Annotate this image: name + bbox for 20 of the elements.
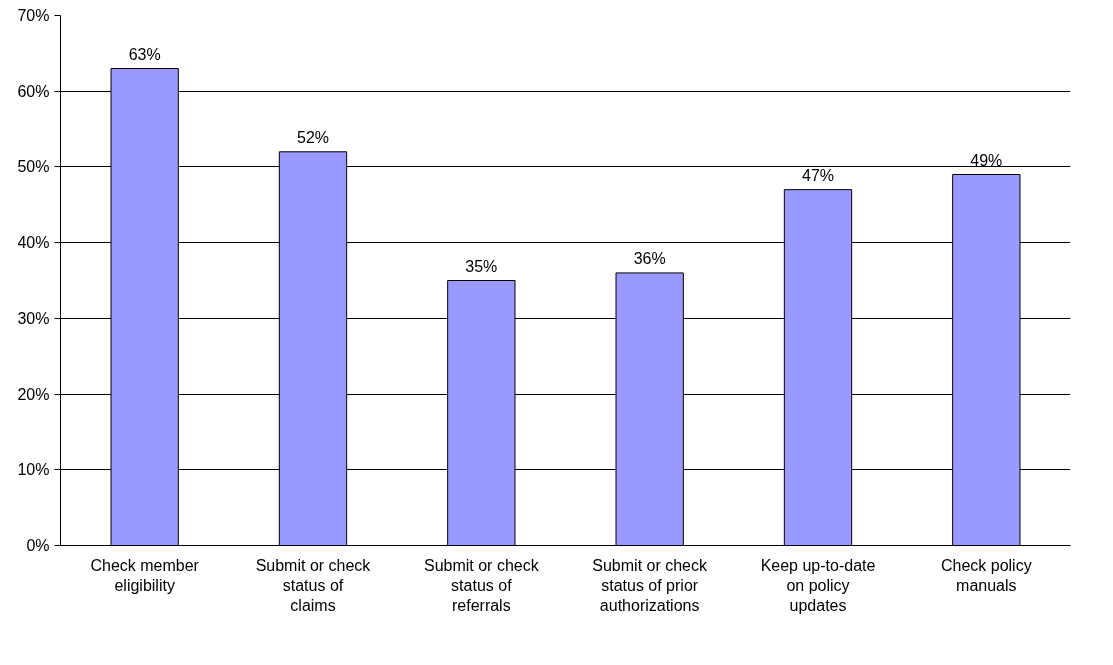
x-tick-label: Submit or check status of prior authorizations	[592, 556, 709, 615]
x-tick-label: Check member eligibility	[90, 556, 200, 594]
y-tick-label: 60%	[17, 82, 50, 100]
data-label: 52%	[296, 128, 330, 146]
data-label: 36%	[633, 249, 666, 267]
y-tick-label: 20%	[17, 385, 50, 403]
x-tick-label: Check policy manuals	[940, 556, 1032, 594]
y-tick-label: 0%	[26, 537, 50, 554]
data-label: 47%	[801, 166, 835, 184]
y-tick-label: 70%	[17, 7, 50, 24]
x-tick-label: Submit or check status of claims	[255, 556, 372, 615]
y-tick-label: 10%	[17, 461, 50, 479]
x-tick-label: Keep up-to-date on policy updates	[760, 556, 876, 615]
y-tick-label: 50%	[17, 158, 50, 176]
x-tick-label: Submit or check status of referrals	[423, 556, 540, 615]
data-label: 35%	[465, 257, 498, 275]
y-tick-label: 30%	[17, 309, 50, 327]
data-label: 49%	[970, 151, 1003, 169]
y-tick-label: 40%	[17, 234, 50, 252]
data-label: 63%	[128, 45, 161, 63]
